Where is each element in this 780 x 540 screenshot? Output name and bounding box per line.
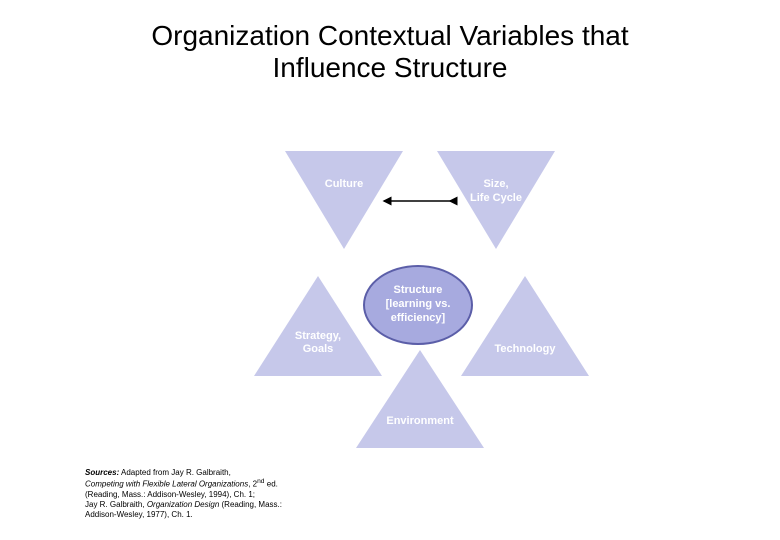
source-body4a: Jay R. Galbraith, (85, 500, 147, 509)
triangle-label-culture: Culture (285, 178, 403, 191)
source-body2-italic: Competing with Flexible Lateral Organiza… (85, 480, 248, 489)
triangle-label-environment: Environment (356, 415, 484, 428)
source-body4-italic: Organization Design (147, 500, 219, 509)
source-body5: Addison-Wesley, 1977), Ch. 1. (85, 510, 193, 519)
diagram: CultureSize,Life CycleStrategy,GoalsTech… (0, 130, 780, 470)
title-line-1: Organization Contextual Variables that (151, 20, 628, 51)
triangle-environment: Environment (356, 350, 484, 448)
source-body2-tail: , 2 (248, 480, 257, 489)
page-title: Organization Contextual Variables that I… (0, 20, 780, 84)
source-body2-sup: nd (257, 478, 264, 485)
arrow-culture-size (376, 193, 464, 209)
slide: Organization Contextual Variables that I… (0, 0, 780, 540)
source-body2-end: ed. (265, 480, 278, 489)
center-label: Structure[learning vs.efficiency] (386, 284, 451, 325)
source-body1: Adapted from Jay R. Galbraith, (119, 468, 231, 477)
center-oval-structure: Structure[learning vs.efficiency] (363, 265, 473, 345)
source-body3: (Reading, Mass.: Addison-Wesley, 1994), … (85, 490, 255, 499)
source-citation: Sources: Adapted from Jay R. Galbraith, … (85, 468, 335, 520)
source-body4b: (Reading, Mass.: (219, 500, 282, 509)
source-head: Sources: (85, 468, 119, 477)
title-line-2: Influence Structure (272, 52, 507, 83)
